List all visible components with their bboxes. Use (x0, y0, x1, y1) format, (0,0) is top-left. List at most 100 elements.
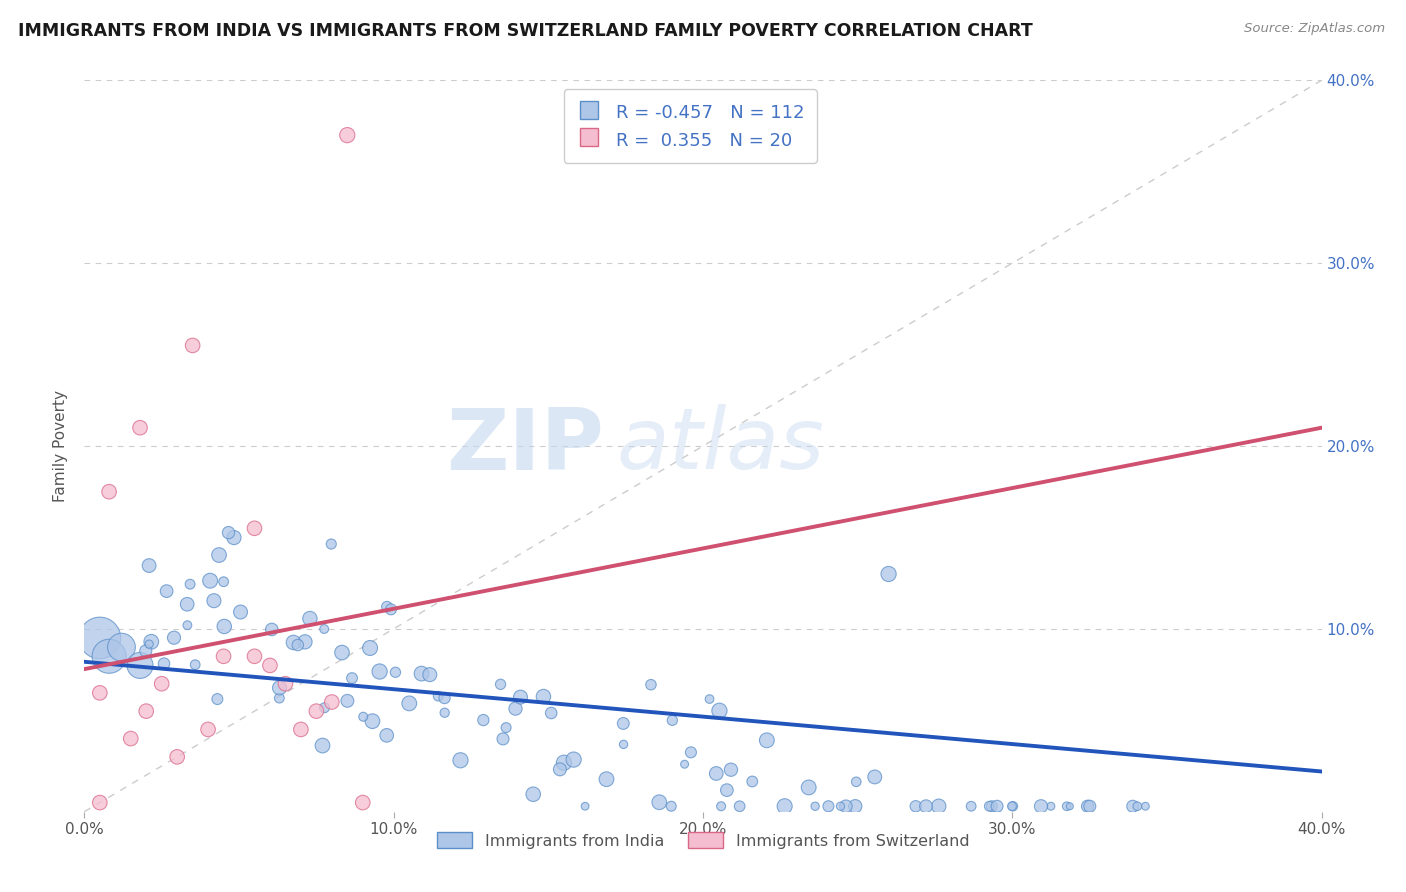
Point (141, 634, 163, 648)
Point (352, 796, 374, 810)
Point (340, 671, 363, 685)
Point (129, 421, 152, 435)
Text: ZIP: ZIP (446, 404, 605, 488)
Point (214, 619, 236, 633)
Point (380, 602, 402, 616)
Point (202, 593, 225, 607)
Point (298, 611, 321, 625)
Point (709, 704, 731, 718)
Point (336, 128, 359, 143)
Point (269, 681, 291, 695)
Point (361, 714, 384, 728)
Point (218, 525, 240, 540)
Point (699, 692, 721, 706)
Point (352, 710, 374, 724)
Point (321, 537, 343, 551)
Point (384, 665, 406, 680)
Point (336, 694, 359, 708)
Point (904, 799, 927, 814)
Point (1126, 799, 1149, 814)
Point (755, 733, 778, 747)
Text: Source: ZipAtlas.com: Source: ZipAtlas.com (1244, 22, 1385, 36)
Point (330, 646, 353, 660)
Point (659, 799, 682, 814)
Point (243, 521, 266, 535)
Point (208, 548, 231, 562)
Point (495, 721, 517, 735)
Point (283, 635, 305, 649)
Point (548, 762, 571, 776)
Point (1056, 799, 1078, 814)
Y-axis label: Family Poverty: Family Poverty (53, 390, 69, 502)
Point (1077, 799, 1099, 814)
Point (314, 622, 336, 636)
Point (720, 763, 742, 777)
Point (259, 658, 281, 673)
Point (198, 574, 221, 588)
Point (612, 716, 634, 731)
Point (1001, 799, 1024, 814)
Point (492, 731, 515, 746)
Point (321, 695, 343, 709)
Point (269, 691, 291, 706)
Point (433, 706, 456, 720)
Point (135, 704, 157, 718)
Point (222, 531, 245, 545)
Point (648, 795, 671, 809)
Point (1059, 799, 1081, 814)
Point (98, 649, 121, 664)
Point (915, 799, 938, 814)
Point (212, 574, 235, 589)
Point (844, 799, 866, 814)
Point (305, 704, 328, 718)
Point (138, 637, 160, 651)
Point (505, 701, 527, 715)
Point (595, 772, 617, 787)
Point (212, 649, 235, 664)
Point (522, 787, 544, 801)
Point (411, 666, 433, 681)
Point (986, 799, 1008, 814)
Point (716, 783, 738, 797)
Point (184, 657, 207, 672)
Point (835, 799, 858, 814)
Point (450, 753, 472, 767)
Point (574, 799, 596, 814)
Point (877, 567, 900, 582)
Point (553, 756, 575, 770)
Point (1029, 799, 1052, 814)
Point (489, 677, 512, 691)
Point (928, 799, 950, 814)
Point (120, 731, 142, 746)
Point (863, 770, 886, 784)
Point (1122, 799, 1144, 814)
Point (156, 584, 179, 599)
Point (153, 657, 176, 671)
Point (89, 796, 111, 810)
Point (1135, 799, 1157, 814)
Point (960, 799, 983, 814)
Point (89, 631, 111, 645)
Point (830, 799, 852, 814)
Point (533, 690, 555, 704)
Point (741, 774, 763, 789)
Point (1039, 799, 1062, 814)
Point (359, 640, 381, 655)
Point (472, 713, 495, 727)
Point (166, 749, 188, 764)
Point (243, 649, 266, 664)
Point (375, 728, 398, 742)
Point (135, 644, 157, 658)
Point (368, 665, 391, 679)
Point (181, 338, 204, 352)
Point (845, 774, 868, 789)
Legend: Immigrants from India, Immigrants from Switzerland: Immigrants from India, Immigrants from S… (430, 826, 976, 855)
Point (110, 640, 132, 655)
Text: IMMIGRANTS FROM INDIA VS IMMIGRANTS FROM SWITZERLAND FAMILY POVERTY CORRELATION : IMMIGRANTS FROM INDIA VS IMMIGRANTS FROM… (18, 22, 1033, 40)
Point (679, 745, 702, 759)
Point (612, 738, 634, 752)
Point (704, 766, 727, 780)
Point (375, 599, 398, 614)
Point (197, 723, 219, 737)
Point (138, 558, 160, 573)
